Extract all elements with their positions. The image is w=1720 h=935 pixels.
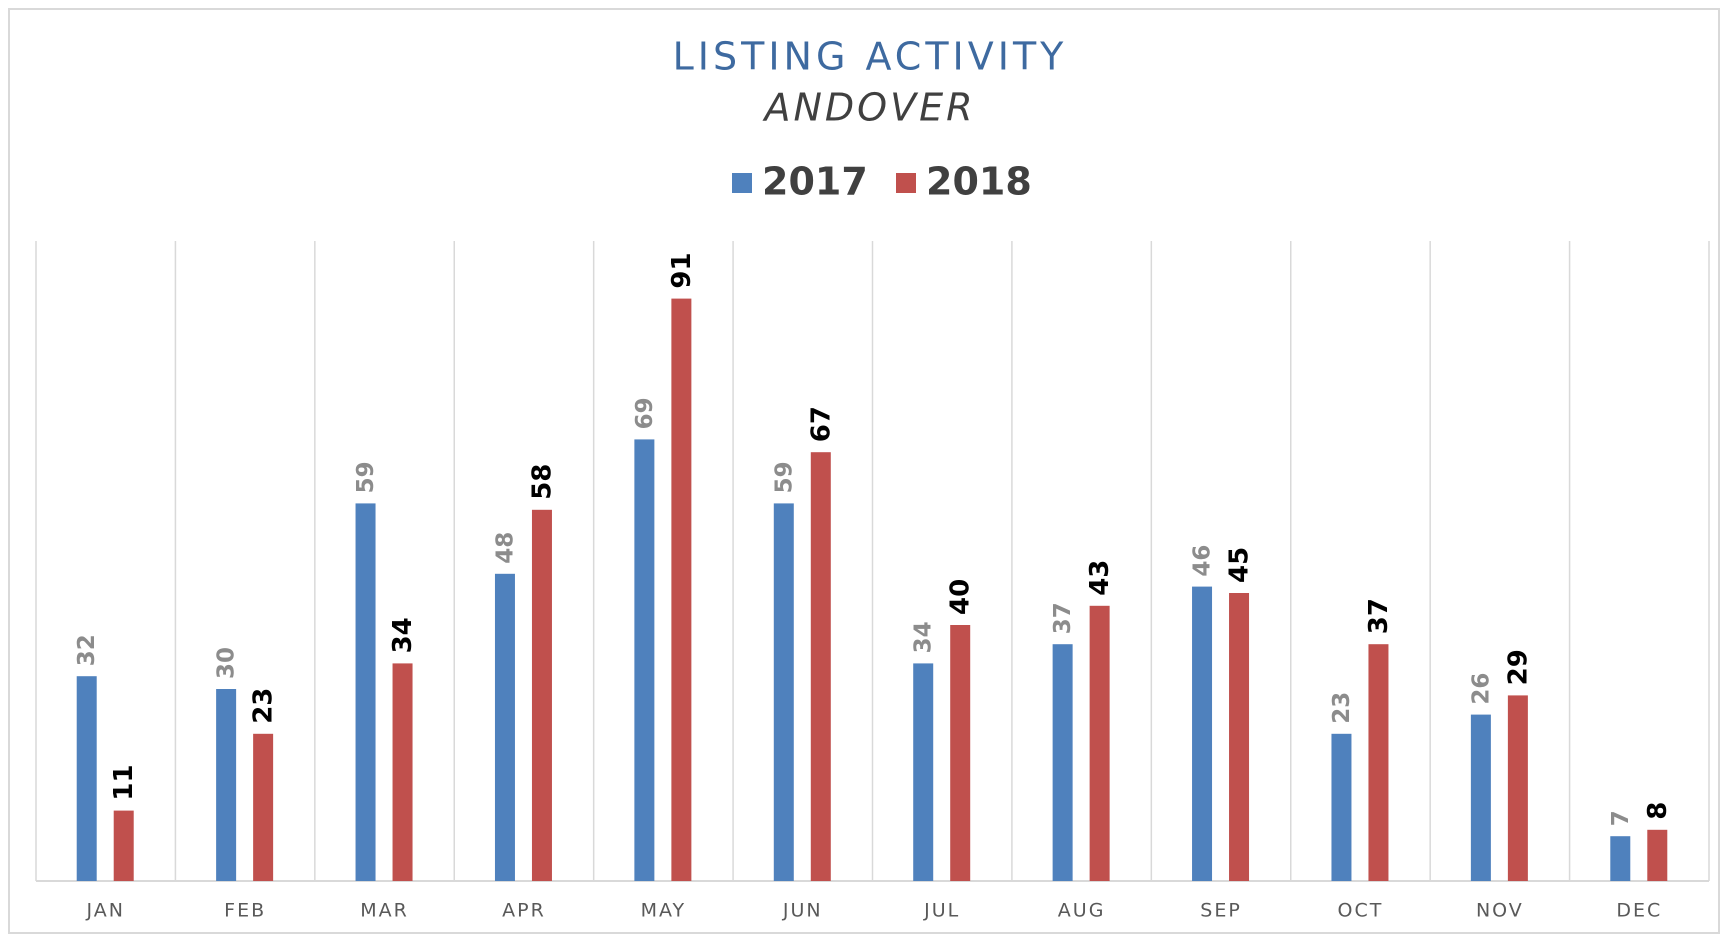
bar: [950, 625, 971, 881]
data-label: 7: [1608, 810, 1634, 826]
x-tick-label: SEP: [1200, 900, 1242, 922]
bar: [913, 663, 934, 881]
bar: [216, 689, 237, 881]
bar: [1647, 829, 1668, 881]
data-label: 34: [388, 617, 418, 653]
data-label: 29: [1503, 649, 1533, 685]
data-label: 45: [1225, 547, 1255, 583]
x-tick-label: APR: [502, 900, 546, 922]
data-label: 59: [771, 461, 797, 493]
bar: [253, 733, 274, 881]
data-label: 37: [1050, 602, 1076, 634]
x-tick-label: MAR: [360, 900, 409, 922]
data-label: 23: [249, 688, 279, 724]
bar: [494, 573, 515, 881]
data-label: 11: [109, 764, 139, 800]
legend-label: 2018: [926, 160, 1032, 204]
data-label: 23: [1329, 692, 1355, 724]
data-label: 34: [911, 621, 937, 653]
bar: [1507, 695, 1528, 881]
x-tick-label: FEB: [224, 900, 266, 922]
bar: [1470, 714, 1491, 881]
x-tick-label: OCT: [1338, 900, 1384, 922]
data-label: 26: [1468, 673, 1494, 705]
chart-title: LISTING ACTIVITY: [673, 35, 1068, 79]
bar: [531, 509, 552, 881]
data-label: 69: [632, 397, 658, 429]
legend-label: 2017: [762, 160, 868, 204]
bar: [1610, 836, 1631, 881]
chart-border: [8, 8, 1720, 934]
legend-swatch: [732, 173, 752, 193]
data-label: 43: [1085, 560, 1115, 596]
bar: [1229, 593, 1250, 881]
bar: [76, 676, 97, 881]
x-tick-label: JUN: [782, 900, 823, 922]
bar: [392, 663, 413, 881]
data-label: 8: [1643, 802, 1673, 820]
bar: [113, 810, 134, 881]
bar: [671, 298, 692, 882]
data-label: 40: [946, 579, 976, 615]
data-label: 30: [214, 647, 240, 679]
x-tick-label: DEC: [1616, 900, 1662, 922]
x-tick-label: JUL: [923, 900, 960, 922]
chart-subtitle: ANDOVER: [762, 86, 976, 130]
data-label: 67: [806, 406, 836, 442]
legend-swatch: [896, 173, 916, 193]
data-label: 37: [1364, 598, 1394, 634]
bar: [1052, 644, 1073, 881]
data-label: 48: [492, 532, 518, 564]
x-tick-label: AUG: [1058, 900, 1106, 922]
data-label: 32: [74, 634, 100, 666]
data-label: 91: [667, 252, 697, 288]
data-label: 46: [1190, 545, 1216, 577]
x-tick-label: NOV: [1476, 900, 1524, 922]
bar: [1089, 605, 1110, 881]
bar: [773, 503, 794, 881]
bar: [1331, 733, 1352, 881]
bar: [1368, 644, 1389, 881]
bar: [810, 452, 831, 881]
bar: [355, 503, 376, 881]
data-label: 58: [527, 464, 557, 500]
bar: [634, 439, 655, 881]
x-tick-label: MAY: [641, 900, 687, 922]
bar: [1192, 586, 1213, 881]
x-tick-label: JAN: [85, 900, 124, 922]
data-label: 59: [353, 461, 379, 493]
